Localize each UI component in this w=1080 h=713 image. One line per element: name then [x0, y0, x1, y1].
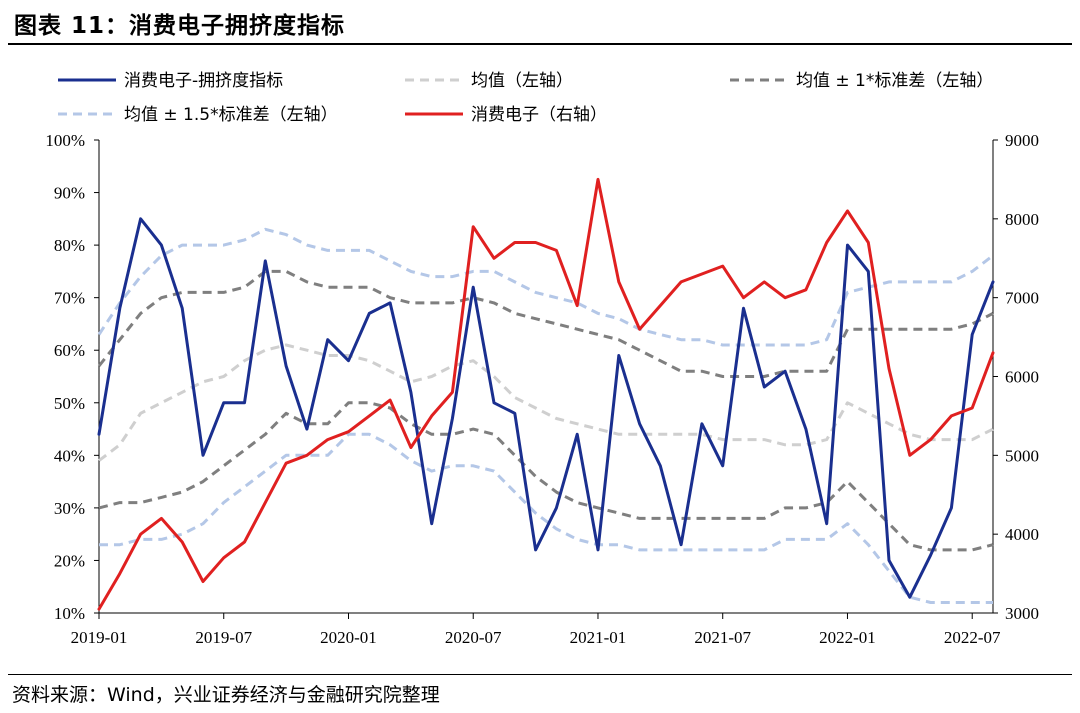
legend-label: 消费电子（右轴）	[471, 105, 607, 125]
y-left-tick-label: 30%	[54, 499, 85, 518]
y-left-tick-label: 100%	[45, 131, 85, 150]
footer-divider	[8, 674, 1072, 675]
x-tick-label: 2022-07	[944, 628, 1001, 647]
series-line-1	[98, 343, 994, 462]
x-tick-label: 2021-01	[570, 628, 627, 647]
y-right-tick-label: 3000	[1005, 604, 1039, 623]
y-right-tick-label: 4000	[1005, 525, 1039, 544]
chart-axes: 10% 20% 30% 40% 50% 60% 70% 80% 90% 100% 3000 4000 5…	[45, 131, 1039, 647]
chart-legend: 消费电子-拥挤度指标 均值（左轴） 均值 ± 1*标准差（左轴） 均值 ± 1.5*标…	[58, 71, 993, 125]
page-title: 图表 11：消费电子拥挤度指标	[14, 13, 346, 39]
y-right-tick-label: 9000	[1005, 131, 1039, 150]
y-left-tick-label: 20%	[54, 551, 85, 570]
x-tick-label: 2021-07	[694, 628, 751, 647]
legend-label: 消费电子-拥挤度指标	[124, 71, 283, 91]
y-left-tick-label: 60%	[54, 341, 85, 360]
y-right-tick-label: 6000	[1005, 368, 1039, 387]
y-right-tick-label: 5000	[1005, 446, 1039, 465]
series-line-5	[99, 432, 993, 604]
source-note: 资料来源：Wind，兴业证券经济与金融研究院整理	[12, 684, 440, 706]
series-line-0	[97, 217, 995, 599]
chart-series	[97, 177, 995, 611]
x-tick-label: 2019-01	[71, 628, 128, 647]
x-tick-label: 2022-01	[819, 628, 876, 647]
title-divider	[8, 43, 1072, 45]
y-right-tick-label: 8000	[1005, 210, 1039, 229]
x-tick-label: 2020-01	[320, 628, 377, 647]
y-left-tick-label: 10%	[54, 604, 85, 623]
y-right-tick-label: 7000	[1005, 289, 1039, 308]
legend-label: 均值 ± 1.5*标准差（左轴）	[124, 105, 338, 125]
series-line-3	[98, 401, 994, 552]
legend-label: 均值 ± 1*标准差（左轴）	[796, 71, 993, 91]
y-left-tick-label: 90%	[54, 184, 85, 203]
y-left-tick-label: 50%	[54, 394, 85, 413]
crowding-chart: 消费电子-拥挤度指标 均值（左轴） 均值 ± 1*标准差（左轴） 均值 ± 1.5*标…	[45, 71, 1039, 647]
x-tick-label: 2020-07	[445, 628, 502, 647]
series-line-6	[97, 177, 995, 611]
legend-label: 均值（左轴）	[471, 71, 573, 91]
x-tick-label: 2019-07	[195, 628, 252, 647]
y-left-tick-label: 80%	[54, 236, 85, 255]
y-left-tick-label: 40%	[54, 446, 85, 465]
series-line-2	[97, 269, 994, 378]
y-left-tick-label: 70%	[54, 289, 85, 308]
